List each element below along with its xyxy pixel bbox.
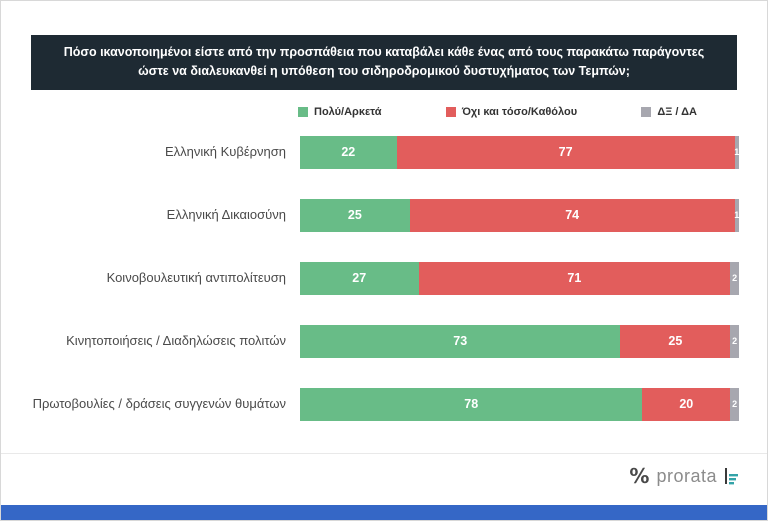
row-label: Ελληνική Δικαιοσύνη [166,207,286,223]
bar-segment: 1 [734,198,740,232]
row-label: Κοινοβουλευτική αντιπολίτευση [106,270,286,286]
legend-item-satisfied: Πολύ/Αρκετά [298,106,382,118]
bar-segment-value: 22 [341,145,356,160]
prorata-lines-icon [724,467,739,485]
prorata-percent-logo: % [629,464,650,488]
bar-segment: 73 [300,324,621,358]
bar-segment: 77 [396,135,735,169]
bar-segment: 2 [730,324,739,358]
row-label: Κινητοποιήσεις / Διαδηλώσεις πολιτών [66,333,286,349]
bar-track: 73 25 2 [300,324,739,358]
bar-segment: 20 [642,387,731,421]
bar-segment-value: 2 [732,336,738,347]
bar-segment: 22 [300,135,397,169]
chart-title: Πόσο ικανοποιημένοι είστε από την προσπά… [31,35,737,90]
bar-segment-value: 73 [453,334,468,349]
bar-segment: 25 [620,324,731,358]
bar-segment-value: 2 [732,399,738,410]
prorata-brand: prorata [656,465,717,486]
bar-chart: Ελληνική Κυβέρνηση 22 77 1 Ελληνική Δικαιο… [31,135,740,421]
legend-swatch-gray [641,106,652,117]
bar-row: Κοινοβουλευτική αντιπολίτευση 27 71 2 [31,261,739,295]
bar-segment: 74 [409,198,735,232]
bar-segment-value: 27 [352,271,367,286]
bar-segment-value: 25 [347,208,362,223]
bar-row: Ελληνική Κυβέρνηση 22 77 1 [31,135,740,169]
bar-segment-value: 20 [679,397,694,412]
bar-segment: 25 [300,198,410,232]
bar-track: 22 77 1 [300,135,740,169]
bar-segment: 27 [300,261,419,295]
legend-swatch-green [298,106,308,117]
legend-item-unsatisfied: Όχι και τόσο/Καθόλου [445,105,578,118]
row-label: Ελληνική Κυβέρνηση [164,144,286,160]
bar-segment-value: 77 [558,145,573,160]
bar-segment-value: 1 [734,147,740,158]
bar-segment-value: 74 [565,208,580,223]
bar-segment: 78 [300,387,643,421]
bar-segment: 71 [418,261,731,295]
legend-label: Όχι και τόσο/Καθόλου [461,105,578,118]
footer: % prorata [1,453,767,488]
bar-segment: 1 [734,135,740,169]
bar-row: Πρωτοβουλίες / δράσεις συγγενών θυμάτων … [31,387,739,421]
bar-segment: 2 [730,261,739,295]
legend-swatch-red [445,106,456,117]
bar-segment-value: 78 [464,397,479,412]
bar-segment-value: 25 [668,334,683,349]
bottom-strip [1,505,767,520]
bar-row: Ελληνική Δικαιοσύνη 25 74 1 [31,198,740,232]
bar-row: Κινητοποιήσεις / Διαδηλώσεις πολιτών 73 2… [31,324,739,358]
bar-track: 25 74 1 [300,198,740,232]
legend-label: ΔΞ / ΔΑ [657,105,697,118]
bar-track: 27 71 2 [300,261,739,295]
bar-segment: 2 [730,387,739,421]
bar-segment-value: 71 [567,271,582,286]
bar-segment-value: 1 [734,210,740,221]
legend-item-dontknow: ΔΞ / ΔΑ [641,106,697,118]
bar-segment-value: 2 [732,273,738,284]
legend-label: Πολύ/Αρκετά [314,105,382,118]
row-label: Πρωτοβουλίες / δράσεις συγγενών θυμάτων [32,396,286,412]
chart-legend: Πολύ/Αρκετά Όχι και τόσο/Καθόλου ΔΞ / ΔΑ [298,106,697,118]
bar-track: 78 20 2 [300,387,739,421]
